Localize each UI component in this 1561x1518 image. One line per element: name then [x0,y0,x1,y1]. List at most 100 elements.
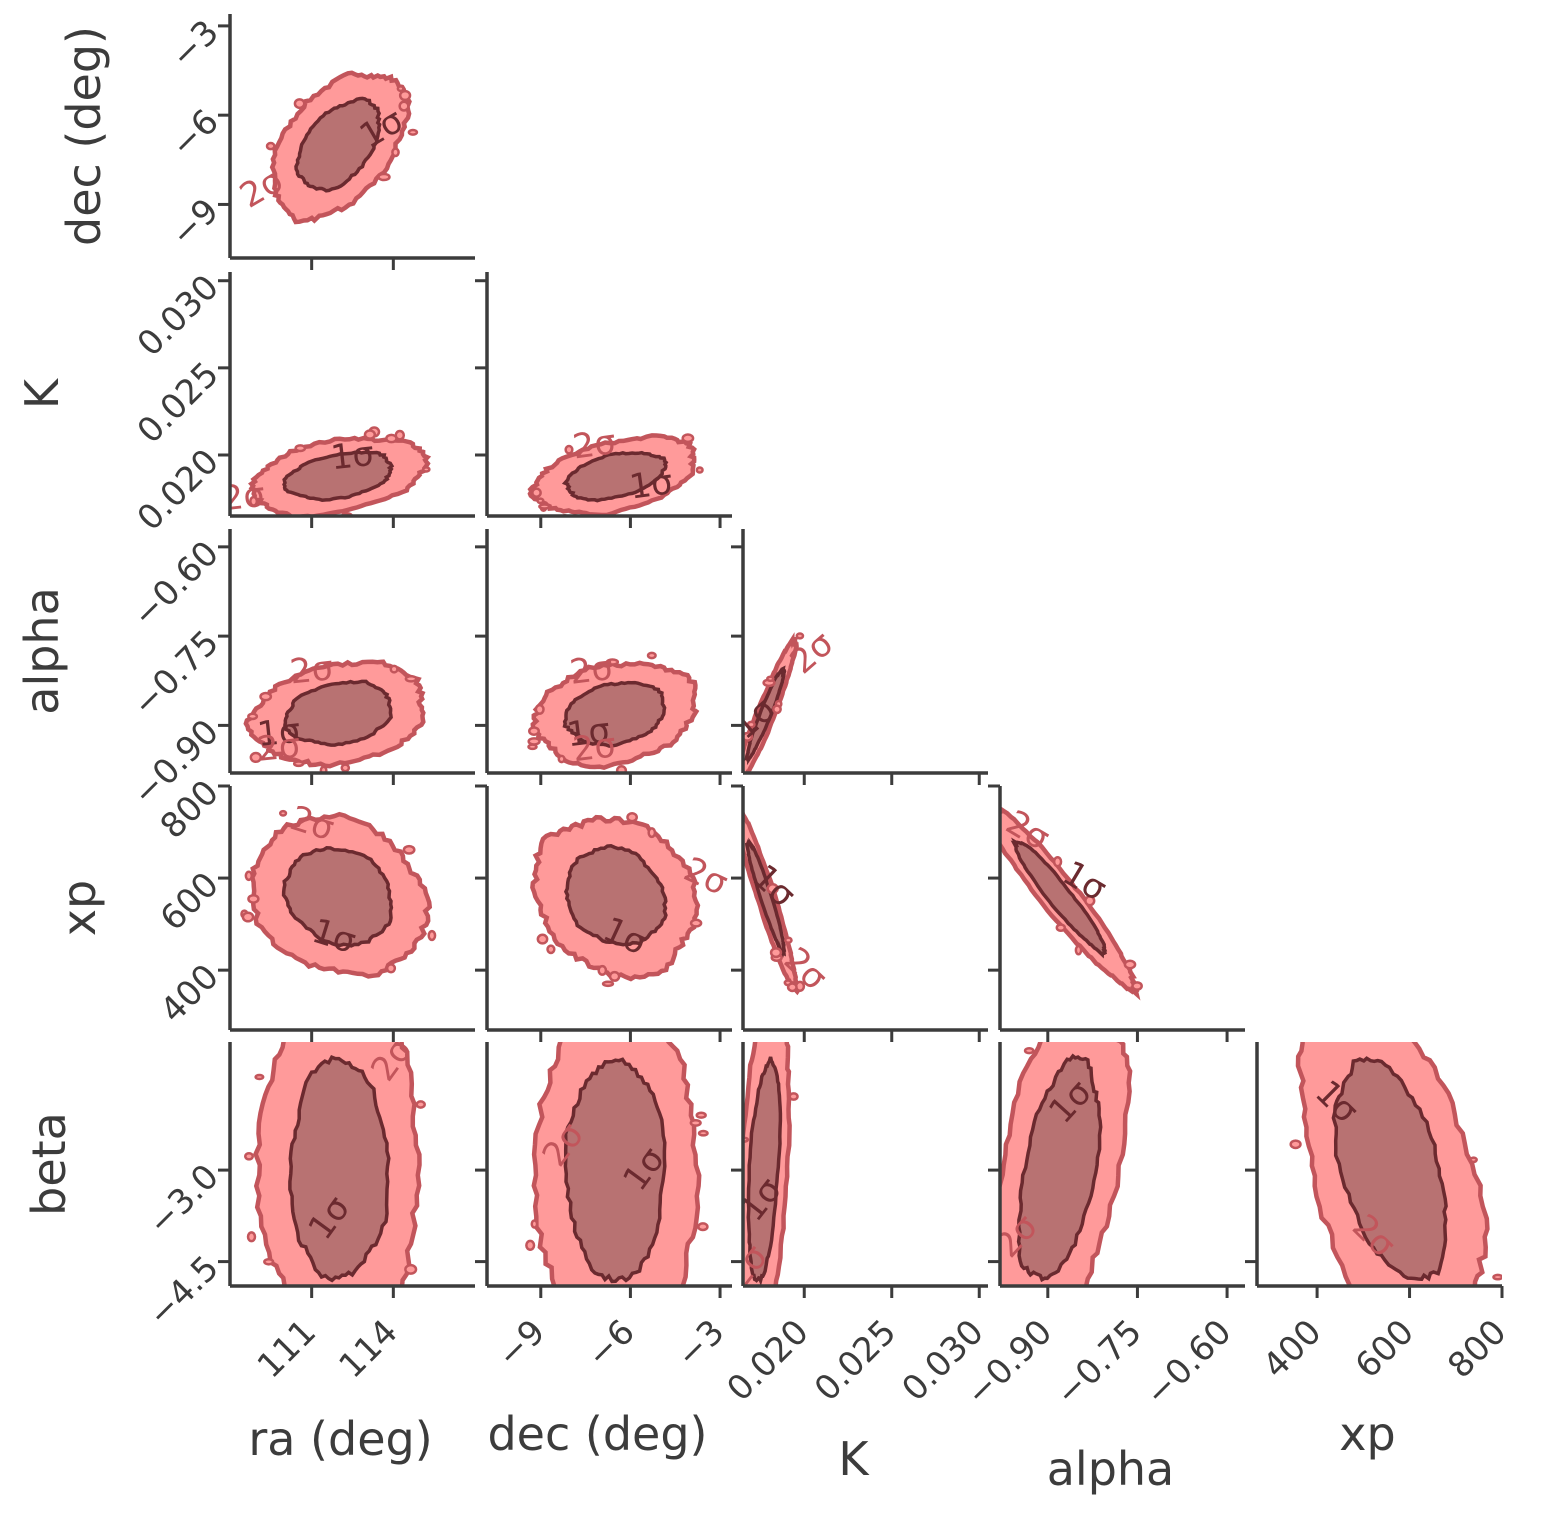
contour-speck [528,726,540,736]
contour-speck [265,141,276,151]
panel-beta-vs-dec: 2σ 1σ−9 −6 −3 [475,1007,733,1376]
sigma-label: 2σ [783,624,842,683]
y-tick-label: −0.60 [125,533,227,635]
sigma-label: 1σ [255,711,302,755]
contour-speck [983,813,990,820]
contour-speck [531,487,542,498]
sigma-label: 2σ [570,422,618,468]
sigma-label: 2σ [568,648,616,693]
contour-speck [1023,1047,1035,1055]
x-tick-label: −0.75 [1048,1312,1150,1414]
y-tick-label: −4.5 [140,1248,227,1335]
contour-speck [608,970,621,982]
y-tick-label: −3.0 [140,1157,227,1244]
contour-speck [1052,855,1063,868]
x-axis-label-ra: ra (deg) [248,1412,432,1466]
contour-speck [404,1263,418,1275]
contour-speck [689,1118,702,1127]
sigma-label: 2σ [288,648,335,692]
x-tick-label: −3 [669,1312,733,1376]
contour-speck [697,1222,709,1232]
contour-speck [743,731,754,742]
sigma-label: 1σ [565,710,613,755]
contour-speck [246,1231,257,1243]
sigma-label: 2σ [571,725,619,770]
contour-speck [247,893,260,904]
contour-speck [564,444,574,455]
contour-speck [385,963,397,974]
contour-speck [385,433,398,444]
contour-speck [363,983,373,988]
contour-speck [661,1007,667,1013]
contour-speck [377,172,391,182]
contour-speck [292,760,305,768]
contour-speck [746,720,756,729]
contour-speck [1123,959,1137,970]
contour-speck [404,674,418,683]
contour-speck [557,754,566,764]
x-axis-label-alpha: alpha [1047,1442,1175,1496]
y-tick-label: 0.020 [130,442,227,539]
contour-1sigma [746,1056,783,1286]
contour-speck [784,936,793,944]
contour-1sigma [1010,837,1108,959]
contour-1sigma [563,1057,667,1284]
x-tick-label: 0.020 [719,1312,816,1409]
contour-speck [1084,895,1096,907]
contour-speck [766,883,779,895]
x-tick-label: −9 [489,1312,553,1376]
contour-speck [681,433,695,444]
contour-speck [728,791,739,797]
contour-speck [1366,984,1372,990]
x-axis-label-K: K [838,1432,870,1486]
contour-speck [732,790,739,799]
x-tick-label: 0.025 [807,1312,904,1409]
contour-speck [389,664,399,674]
contour-1sigma [563,844,668,947]
contour-1sigma [283,679,393,747]
y-axis-label-beta: beta [22,1112,76,1216]
contour-1sigma [562,680,667,748]
contour-speck [986,1228,995,1234]
contour-1sigma [744,837,787,958]
contour-speck [398,100,410,112]
contour-speck [788,1092,799,1101]
contour-1sigma [288,1055,391,1283]
panel-grid: 1σ2σ−9−6−31σ2σ0.0200.0250.0302σ1σ2σ1σ2σ−… [125,12,1514,1414]
contour-speck [427,929,437,942]
contour-speck [363,429,377,440]
contour-speck [1425,1026,1433,1030]
contour-speck [340,763,351,773]
contour-1sigma [294,96,382,193]
sigma-label: 2σ [255,726,302,770]
contour-speck [647,827,657,839]
y-axis-label-K: K [15,377,69,409]
contour-speck [244,870,254,882]
x-tick-label: 600 [1348,1312,1422,1386]
contour-speck [402,844,416,855]
contour-speck [1121,1009,1128,1016]
y-tick-label: 600 [153,865,227,939]
contour-speck [241,911,255,923]
contour-speck [1474,1309,1480,1318]
contour-speck [247,712,259,721]
sigma-label: 1σ [329,434,376,478]
contour-1sigma [561,450,669,503]
y-tick-label: −3 [163,12,227,76]
contour-1sigma [281,846,394,948]
contour-speck [695,466,704,474]
x-tick-label: −6 [579,1312,643,1376]
contour-speck [407,128,419,136]
contour-speck [697,1129,709,1137]
contour-speck [530,1219,539,1229]
sigma-label: 2σ [220,475,267,519]
contour-speck [597,964,608,976]
